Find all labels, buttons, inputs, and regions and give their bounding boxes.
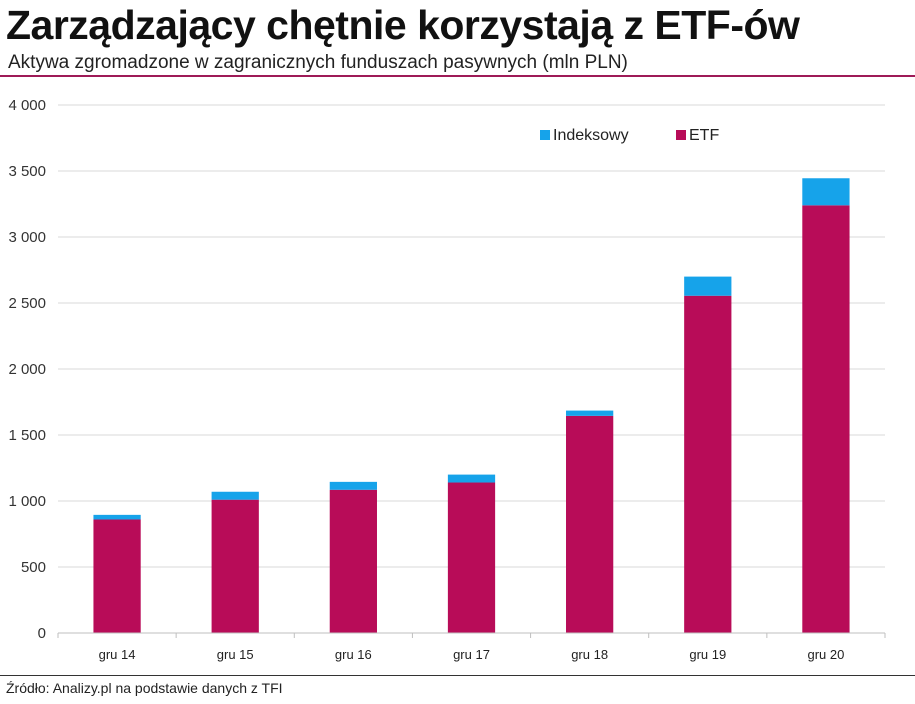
x-tick-label: gru 20 <box>807 647 844 662</box>
bar-etf <box>566 415 614 633</box>
bar-etf <box>802 205 850 633</box>
bar-etf <box>329 489 377 633</box>
bar-indeksowy <box>93 514 141 520</box>
header-divider <box>0 75 915 77</box>
y-tick-label: 500 <box>21 559 46 576</box>
y-tick-label: 1 500 <box>8 427 46 444</box>
bar-indeksowy <box>566 410 614 416</box>
bar-indeksowy <box>329 481 377 490</box>
x-tick-label: gru 19 <box>689 647 726 662</box>
legend-swatch-etf <box>676 130 686 140</box>
bar-indeksowy <box>211 491 259 500</box>
y-tick-label: 1 000 <box>8 493 46 510</box>
y-tick-label: 0 <box>38 625 46 642</box>
bar-indeksowy <box>447 474 496 483</box>
chart-title: Zarządzający chętnie korzystają z ETF-ów <box>6 2 800 48</box>
legend-swatch-indeksowy <box>540 130 550 140</box>
bars <box>93 178 850 633</box>
x-tick-label: gru 14 <box>99 647 136 662</box>
footer-divider <box>0 675 915 676</box>
y-tick-label: 2 500 <box>8 295 46 312</box>
y-tick-label: 4 000 <box>8 97 46 114</box>
legend-label-etf: ETF <box>689 127 719 144</box>
legend-label-indeksowy: Indeksowy <box>553 127 629 144</box>
x-tick-label: gru 15 <box>217 647 254 662</box>
y-tick-label: 3 500 <box>8 163 46 180</box>
y-tick-label: 2 000 <box>8 361 46 378</box>
gridlines <box>58 104 885 568</box>
x-tick-label: gru 16 <box>335 647 372 662</box>
x-axis: gru 14 gru 15 gru 16 gru 17 gru 18 gru 19 gru … <box>57 632 886 662</box>
chart-subtitle: Aktywa zgromadzone w zagranicznych fundu… <box>8 52 628 73</box>
x-tick-label: gru 18 <box>571 647 608 662</box>
bar-indeksowy <box>802 178 850 206</box>
bar-etf <box>93 519 141 633</box>
bar-etf <box>447 482 496 633</box>
bar-etf <box>211 499 259 633</box>
y-tick-label: 3 000 <box>8 229 46 246</box>
bar-indeksowy <box>684 276 732 296</box>
bar-etf <box>684 295 732 633</box>
x-tick-label: gru 17 <box>453 647 490 662</box>
legend: Indeksowy ETF <box>540 127 719 144</box>
source-note: Źródło: Analizy.pl na podstawie danych z… <box>6 680 283 696</box>
y-axis: 0 500 1 000 1 500 2 000 2 500 3 000 3 500 4 000 <box>8 97 46 642</box>
